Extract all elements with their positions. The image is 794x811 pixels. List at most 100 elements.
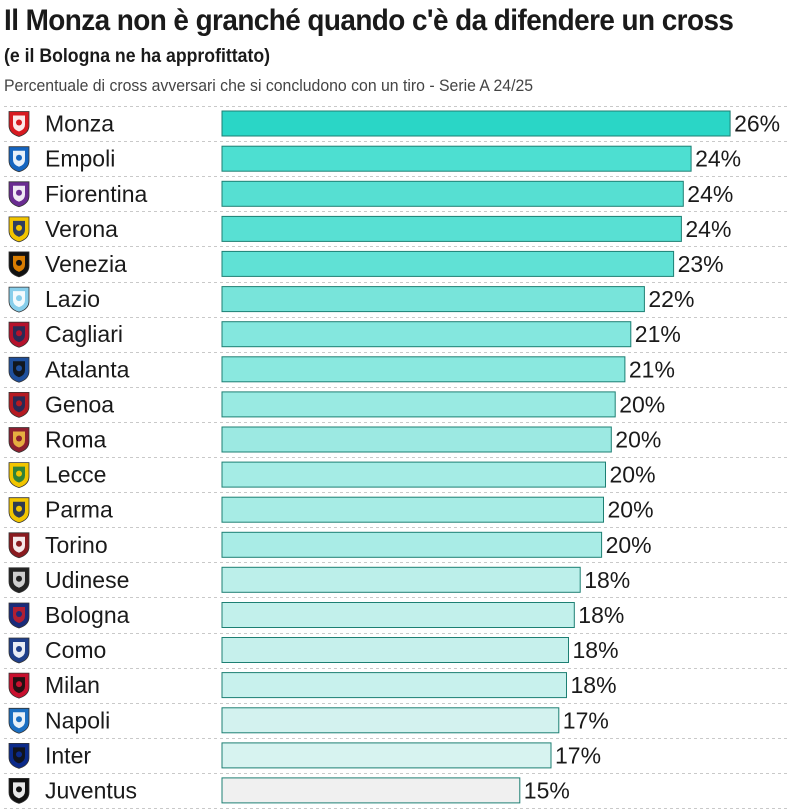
- chart-subtitle: (e il Bologna ne ha approfittato): [4, 46, 271, 67]
- milan-crest-icon: [8, 672, 30, 699]
- value-label: 21%: [629, 356, 675, 382]
- napoli-crest-icon: [8, 707, 30, 734]
- chart-row: Cagliari 21%: [8, 321, 681, 348]
- bar: [221, 110, 731, 137]
- chart-row: Fiorentina 24%: [8, 180, 733, 208]
- chart-row: Inter 17%: [8, 742, 601, 769]
- bar: [221, 707, 560, 734]
- inter-crest-icon: [8, 743, 30, 769]
- team-label: Lecce: [45, 462, 106, 488]
- parma-crest-icon: [8, 497, 30, 524]
- team-label: Roma: [45, 427, 107, 453]
- value-label: 17%: [555, 742, 601, 768]
- bar: [221, 777, 521, 804]
- torino-crest-icon: [8, 532, 30, 559]
- chart-row: Empoli 24%: [8, 145, 741, 173]
- value-label: 20%: [610, 462, 656, 488]
- chart-row: Udinese 18%: [8, 566, 630, 594]
- lecce-crest-icon: [8, 462, 30, 489]
- chart-row: Verona 24%: [8, 215, 731, 243]
- chart-row: Monza 26%: [8, 110, 780, 137]
- team-label: Parma: [45, 497, 113, 523]
- team-label: Napoli: [45, 707, 110, 733]
- chart-caption: Percentuale di cross avversari che si co…: [4, 76, 534, 95]
- value-label: 22%: [648, 286, 694, 312]
- chart-row: Roma 20%: [8, 426, 661, 453]
- bar: [221, 637, 569, 663]
- value-label: 24%: [695, 146, 741, 172]
- chart-row: Atalanta 21%: [8, 356, 675, 383]
- cagliari-crest-icon: [8, 321, 30, 348]
- bar: [221, 215, 682, 242]
- chart-row: Bologna 18%: [8, 602, 624, 629]
- genoa-crest-icon: [8, 391, 30, 418]
- bar: [221, 145, 692, 172]
- team-label: Juventus: [45, 777, 137, 803]
- atalanta-crest-icon: [8, 356, 30, 383]
- team-label: Verona: [45, 216, 118, 242]
- lazio-crest-icon: [8, 286, 30, 313]
- udinese-crest-icon: [8, 567, 30, 594]
- team-label: Venezia: [45, 251, 127, 277]
- value-label: 18%: [571, 672, 617, 698]
- value-label: 20%: [619, 391, 665, 417]
- chart-row: Milan 18%: [8, 672, 617, 699]
- bar: [221, 321, 632, 348]
- value-label: 15%: [524, 777, 570, 803]
- venezia-crest-icon: [8, 251, 30, 278]
- bar: [221, 496, 604, 523]
- chart-row: Lecce 20%: [8, 461, 656, 489]
- value-label: 21%: [635, 321, 681, 347]
- team-label: Atalanta: [45, 356, 130, 382]
- value-label: 26%: [734, 111, 780, 137]
- juventus-crest-icon: [8, 778, 30, 804]
- value-label: 24%: [685, 216, 731, 242]
- roma-crest-icon: [8, 427, 30, 453]
- bar: [221, 180, 684, 207]
- value-label: 20%: [606, 532, 652, 558]
- team-label: Genoa: [45, 391, 114, 417]
- bar: [221, 461, 606, 488]
- team-label: Fiorentina: [45, 181, 147, 207]
- chart-row: Genoa 20%: [8, 391, 665, 418]
- bar: [221, 391, 616, 418]
- team-label: Milan: [45, 672, 100, 698]
- chart-row: Venezia 23%: [8, 250, 724, 278]
- team-label: Torino: [45, 532, 108, 558]
- value-label: 18%: [573, 637, 619, 663]
- fiorentina-crest-icon: [8, 181, 30, 208]
- value-label: 17%: [563, 707, 609, 733]
- como-crest-icon: [8, 637, 30, 664]
- value-label: 24%: [687, 181, 733, 207]
- chart-row: Torino 20%: [8, 531, 652, 559]
- bar: [221, 250, 675, 277]
- value-label: 18%: [578, 602, 624, 628]
- value-label: 23%: [678, 251, 724, 277]
- chart-title: Il Monza non è granché quando c'è da dif…: [4, 4, 734, 37]
- chart-row: Lazio 22%: [8, 286, 694, 313]
- team-label: Udinese: [45, 567, 129, 593]
- chart-row: Como 18%: [8, 637, 619, 664]
- value-label: 20%: [608, 497, 654, 523]
- team-label: Bologna: [45, 602, 130, 628]
- bar: [221, 531, 603, 558]
- team-label: Cagliari: [45, 321, 123, 347]
- verona-crest-icon: [8, 216, 30, 243]
- bar: [221, 602, 575, 628]
- value-label: 18%: [584, 567, 630, 593]
- monza-crest-icon: [8, 111, 30, 137]
- bar: [221, 286, 645, 313]
- team-label: Lazio: [45, 286, 100, 312]
- bar: [221, 672, 567, 699]
- bologna-crest-icon: [8, 602, 30, 629]
- empoli-crest-icon: [8, 146, 30, 173]
- value-label: 20%: [615, 427, 661, 453]
- team-label: Como: [45, 637, 106, 663]
- team-label: Empoli: [45, 146, 115, 172]
- chart-row: Napoli 17%: [8, 707, 609, 734]
- chart-row: Parma 20%: [8, 496, 654, 524]
- bar: [221, 742, 552, 769]
- chart-row: Juventus 15%: [8, 777, 570, 804]
- team-label: Inter: [45, 742, 91, 768]
